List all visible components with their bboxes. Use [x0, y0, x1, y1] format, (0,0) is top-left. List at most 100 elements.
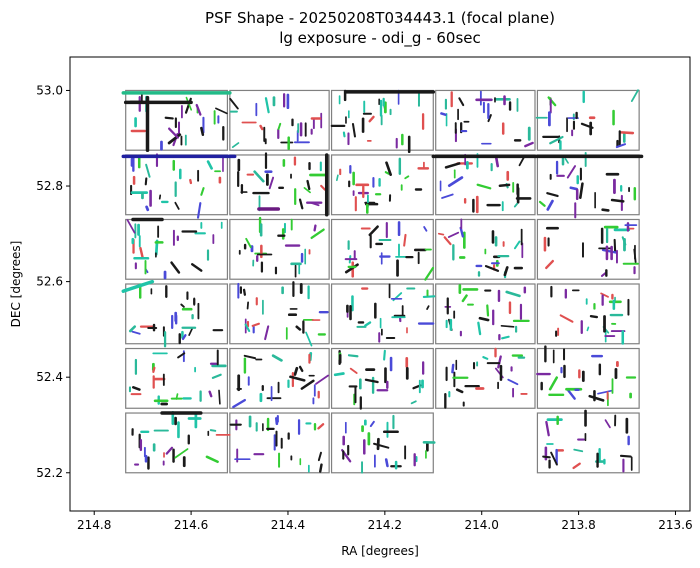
psf-whisker [500, 325, 515, 328]
psf-whisker [538, 200, 546, 207]
psf-whisker [384, 171, 390, 175]
psf-whisker [251, 322, 260, 327]
ota-outlines [125, 89, 640, 474]
psf-whisker [458, 97, 465, 107]
psf-whisker [441, 193, 454, 199]
psf-whisker [615, 143, 626, 149]
psf-whisker [368, 225, 379, 237]
psf-whisker [206, 160, 213, 170]
psf-whisker [167, 133, 182, 145]
ota-outline [229, 89, 330, 151]
psf-whisker [259, 124, 264, 131]
psf-whisker [497, 355, 502, 369]
psf-whisker [131, 330, 141, 335]
psf-whisker [410, 400, 417, 405]
psf-whisker [200, 126, 205, 137]
psf-heavy-feature [121, 279, 155, 293]
psf-whisker [295, 325, 302, 331]
psf-whisker [513, 240, 521, 250]
psf-whisker [373, 442, 390, 449]
y-tick-label: 53.0 [36, 83, 63, 97]
psf-whisker [459, 226, 465, 238]
psf-whisker [189, 178, 193, 185]
psf-whisker [385, 161, 392, 176]
psf-whisker [347, 354, 359, 358]
psf-whisker [604, 419, 611, 429]
psf-whisker [559, 314, 574, 323]
ota-outline [229, 412, 330, 474]
psf-whisker [564, 158, 569, 164]
psf-whisker [277, 122, 282, 130]
x-axis-label: RA [degrees] [341, 544, 419, 558]
psf-whiskers [126, 89, 639, 474]
psf-whisker [174, 201, 180, 210]
chart-title: PSF Shape - 20250208T034443.1 (focal pla… [205, 9, 555, 27]
psf-whisker [293, 366, 299, 376]
psf-whisker [437, 232, 445, 236]
psf-whisker [579, 182, 584, 199]
ota-outline [435, 218, 536, 280]
psf-whisker [313, 224, 317, 232]
psf-whisker [139, 246, 144, 259]
psf-whisker [231, 142, 240, 148]
psf-whisker [542, 455, 551, 459]
psf-whisker [303, 187, 311, 194]
ota-outline [330, 218, 434, 280]
psf-whisker [630, 89, 639, 103]
psf-whisker [271, 354, 283, 362]
psf-whisker [152, 366, 156, 373]
psf-whisker [181, 334, 187, 341]
psf-whisker [264, 325, 270, 341]
psf-whisker [336, 174, 339, 182]
psf-whisker [597, 389, 613, 395]
x-tick-label: 213.6 [658, 518, 692, 532]
psf-whisker [200, 187, 205, 196]
y-tick-label: 52.8 [36, 179, 63, 193]
psf-whisker [205, 455, 219, 464]
psf-whisker [546, 199, 554, 211]
axes-frame [69, 56, 691, 512]
ota-outline [229, 283, 330, 345]
psf-whisker [513, 202, 518, 208]
psf-whisker [610, 198, 625, 203]
ota-outline [125, 89, 229, 151]
ota-outline [536, 412, 640, 474]
psf-whisker [507, 378, 519, 386]
x-axis-ticks: 214.8 214.6 214.4 214.2 214.0 213.8 213.6 [77, 511, 693, 532]
ota-outline [125, 347, 229, 409]
ota-outline [536, 89, 640, 151]
psf-whisker [369, 420, 375, 428]
psf-whisker [383, 349, 386, 361]
psf-whisker [620, 131, 635, 135]
psf-whisker [404, 175, 410, 180]
psf-whisker [503, 266, 509, 277]
psf-whisker [566, 389, 576, 400]
ota-outline [536, 347, 640, 409]
psf-whisker [190, 263, 203, 272]
psf-whisker [349, 367, 358, 374]
psf-whisker [164, 116, 174, 120]
psf-whisker [426, 305, 430, 310]
psf-whisker [547, 96, 557, 107]
ota-outline [536, 218, 640, 280]
psf-whisker [300, 379, 315, 390]
psf-whisker [619, 454, 632, 458]
x-tick-label: 214.2 [368, 518, 402, 532]
psf-whisker [549, 135, 564, 145]
x-tick-label: 214.6 [174, 518, 208, 532]
psf-whisker [126, 219, 136, 234]
psf-whisker [196, 202, 202, 219]
psf-whisker [443, 236, 452, 246]
psf-whisker [524, 141, 534, 148]
psf-whisker [477, 321, 482, 336]
x-tick-label: 214.8 [77, 518, 111, 532]
psf-whisker [177, 352, 186, 359]
y-tick-label: 52.4 [36, 370, 63, 384]
psf-whisker [242, 288, 247, 296]
psf-whisker [275, 417, 279, 426]
psf-whisker [188, 327, 194, 336]
psf-whisker [423, 226, 428, 232]
psf-whisker [422, 295, 436, 298]
psf-whisker [218, 389, 221, 405]
